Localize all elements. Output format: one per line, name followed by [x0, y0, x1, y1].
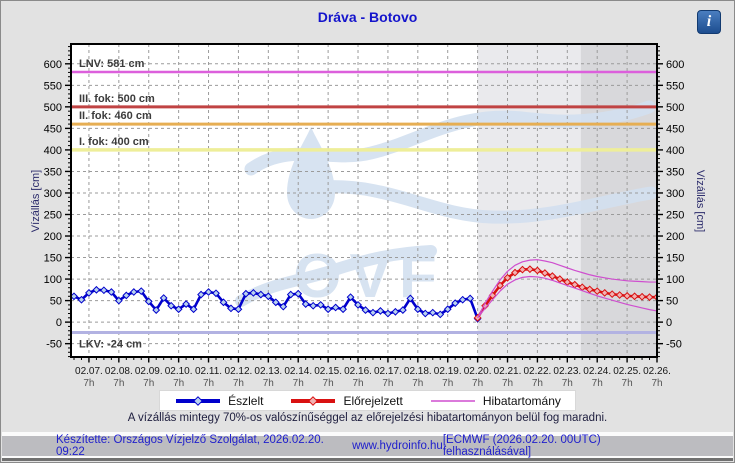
svg-text:02.17.: 02.17.: [374, 366, 402, 377]
svg-text:350: 350: [44, 166, 62, 178]
chart-legend: Észlelt Előrejelzett Hibatartomány: [1, 390, 734, 411]
errorband-line-swatch: [429, 395, 477, 407]
svg-text:600: 600: [44, 59, 62, 71]
svg-text:02.15.: 02.15.: [314, 366, 342, 377]
svg-text:7h: 7h: [442, 378, 453, 389]
svg-text:350: 350: [666, 166, 684, 178]
svg-text:02.19.: 02.19.: [434, 366, 462, 377]
svg-text:02.09.: 02.09.: [135, 366, 163, 377]
svg-text:0: 0: [666, 317, 672, 329]
svg-text:02.18.: 02.18.: [404, 366, 432, 377]
svg-text:02.25.: 02.25.: [613, 366, 641, 377]
svg-text:-50: -50: [666, 339, 682, 351]
svg-text:7h: 7h: [352, 378, 363, 389]
svg-text:150: 150: [666, 253, 684, 265]
probability-note: A vízállás mintegy 70%-os valószínűségge…: [127, 412, 608, 424]
svg-text:50: 50: [50, 296, 62, 308]
svg-text:7h: 7h: [562, 378, 573, 389]
svg-text:7h: 7h: [143, 378, 154, 389]
svg-text:III. fok: 500 cm: III. fok: 500 cm: [79, 93, 155, 105]
svg-text:450: 450: [666, 123, 684, 135]
svg-text:7h: 7h: [233, 378, 244, 389]
svg-text:-50: -50: [46, 339, 62, 351]
svg-text:7h: 7h: [323, 378, 334, 389]
svg-text:400: 400: [666, 145, 684, 157]
svg-text:100: 100: [44, 274, 62, 286]
footer: Készítette: Országos Vízjelző Szolgálat,…: [2, 432, 733, 461]
svg-text:500: 500: [44, 102, 62, 114]
svg-text:02.13.: 02.13.: [254, 366, 282, 377]
svg-text:Vízállás [cm]: Vízállás [cm]: [30, 170, 42, 232]
svg-text:550: 550: [44, 80, 62, 92]
svg-text:300: 300: [666, 188, 684, 200]
svg-text:300: 300: [44, 188, 62, 200]
svg-text:200: 200: [666, 231, 684, 243]
svg-text:250: 250: [44, 209, 62, 221]
legend-label: Hibatartomány: [482, 393, 561, 408]
legend-item-errorband: Hibatartomány: [429, 394, 561, 408]
svg-text:200: 200: [44, 231, 62, 243]
svg-text:LKV: -24 cm: LKV: -24 cm: [79, 338, 142, 350]
svg-text:02.22.: 02.22.: [524, 366, 552, 377]
svg-text:02.11.: 02.11.: [195, 366, 222, 377]
svg-text:02.20.: 02.20.: [464, 366, 492, 377]
svg-text:7h: 7h: [203, 378, 214, 389]
svg-text:02.16.: 02.16.: [344, 366, 372, 377]
svg-text:LNV: 581 cm: LNV: 581 cm: [79, 58, 145, 70]
svg-text:7h: 7h: [412, 378, 423, 389]
svg-text:02.08.: 02.08.: [105, 366, 133, 377]
svg-text:50: 50: [666, 296, 678, 308]
forecast-line-swatch: [289, 395, 337, 407]
footer-made-by: Készítette: Országos Vízjelző Szolgálat,…: [56, 434, 324, 458]
svg-text:0: 0: [56, 317, 62, 329]
svg-text:02.10.: 02.10.: [165, 366, 193, 377]
svg-text:7h: 7h: [173, 378, 184, 389]
svg-text:600: 600: [666, 59, 684, 71]
svg-text:400: 400: [44, 145, 62, 157]
svg-text:450: 450: [44, 123, 62, 135]
footer-bar: Készítette: Országos Vízjelző Szolgálat,…: [2, 434, 733, 458]
svg-text:02.21.: 02.21.: [494, 366, 522, 377]
svg-text:7h: 7h: [502, 378, 513, 389]
svg-text:150: 150: [44, 253, 62, 265]
svg-text:7h: 7h: [622, 378, 633, 389]
page-title: Dráva - Botovo: [317, 9, 418, 25]
svg-text:500: 500: [666, 102, 684, 114]
legend-label: Előrejelzett: [343, 393, 403, 408]
svg-text:7h: 7h: [83, 378, 94, 389]
footer-model-info: [ECMWF (2026.02.20. 00UTC) felhasználásá…: [442, 434, 601, 458]
info-icon[interactable]: i: [697, 10, 721, 34]
svg-text:7h: 7h: [651, 378, 662, 389]
svg-text:02.07.: 02.07.: [75, 366, 103, 377]
svg-text:Vízállás [cm]: Vízállás [cm]: [694, 170, 706, 232]
svg-text:7h: 7h: [382, 378, 393, 389]
svg-text:7h: 7h: [293, 378, 304, 389]
svg-text:7h: 7h: [113, 378, 124, 389]
legend-item-forecast: Előrejelzett: [289, 393, 403, 408]
svg-text:02.14.: 02.14.: [284, 366, 312, 377]
water-level-chart: OVF LNV: 581 cm III. fok: 500 cm II. fok: 4…: [30, 43, 706, 389]
svg-text:100: 100: [666, 274, 684, 286]
svg-text:7h: 7h: [532, 378, 543, 389]
svg-text:02.24.: 02.24.: [583, 366, 611, 377]
svg-text:02.26.: 02.26.: [643, 366, 671, 377]
svg-text:250: 250: [666, 209, 684, 221]
svg-text:7h: 7h: [472, 378, 483, 389]
svg-text:OVF: OVF: [293, 242, 444, 311]
footer-site-link[interactable]: www.hydroinfo.hu: [352, 440, 443, 452]
svg-text:02.12.: 02.12.: [225, 366, 253, 377]
svg-text:7h: 7h: [592, 378, 603, 389]
svg-text:I. fok: 400 cm: I. fok: 400 cm: [79, 136, 149, 148]
svg-text:02.23.: 02.23.: [553, 366, 581, 377]
observed-line-swatch: [174, 395, 222, 407]
legend-label: Észlelt: [228, 393, 264, 408]
svg-text:550: 550: [666, 80, 684, 92]
svg-text:II. fok: 460 cm: II. fok: 460 cm: [79, 110, 152, 122]
svg-text:7h: 7h: [263, 378, 274, 389]
legend-item-observed: Észlelt: [174, 394, 263, 408]
